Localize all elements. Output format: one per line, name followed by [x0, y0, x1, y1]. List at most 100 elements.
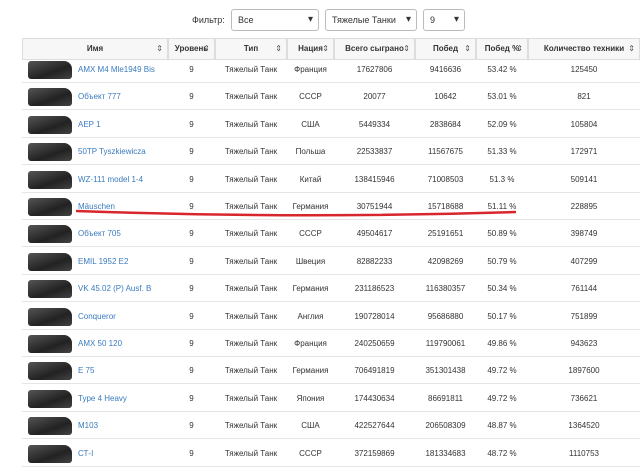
- table-cell: 50.79 %: [476, 248, 528, 275]
- tank-link[interactable]: Type 4 Heavy: [22, 385, 168, 412]
- table-cell: 105804: [528, 111, 640, 138]
- column-header[interactable]: Количество техники: [528, 38, 640, 60]
- table-cell: 82882233: [334, 248, 415, 275]
- table-cell: 25191651: [415, 220, 476, 248]
- table-cell: 9: [168, 248, 215, 275]
- table-cell: Тяжелый Танк: [215, 111, 287, 138]
- table-cell: 190728014: [334, 303, 415, 330]
- table-cell: Польша: [287, 138, 334, 166]
- column-header[interactable]: Побед: [415, 38, 476, 60]
- table-cell: 95686880: [415, 303, 476, 330]
- table-cell: 1110753: [528, 440, 640, 467]
- table-cell: 9: [168, 303, 215, 330]
- tank-link[interactable]: Объект 705: [22, 220, 168, 248]
- filter-select[interactable]: 9: [423, 9, 465, 31]
- table-cell: Тяжелый Танк: [215, 357, 287, 385]
- table-cell: 49.72 %: [476, 357, 528, 385]
- table-cell: 86691811: [415, 385, 476, 412]
- table-cell: Франция: [287, 330, 334, 357]
- tank-link[interactable]: AMX 50 120: [22, 330, 168, 357]
- table-cell: 116380357: [415, 275, 476, 303]
- table-cell: 71008503: [415, 166, 476, 193]
- tank-icon: [28, 307, 72, 326]
- tank-icon: [28, 335, 72, 353]
- tank-icon: [28, 198, 72, 216]
- table-cell: 51.11 %: [476, 193, 528, 220]
- table-cell: 49.72 %: [476, 385, 528, 412]
- table-cell: Германия: [287, 357, 334, 385]
- table-cell: 9: [168, 83, 215, 111]
- table-cell: СССР: [287, 220, 334, 248]
- column-header[interactable]: Уровень: [168, 38, 215, 60]
- tank-icon: [28, 225, 72, 244]
- table-cell: Тяжелый Танк: [215, 330, 287, 357]
- tank-icon: [28, 143, 72, 162]
- table-cell: 228895: [528, 193, 640, 220]
- table-cell: 172971: [528, 138, 640, 166]
- table-cell: 49504617: [334, 220, 415, 248]
- table-cell: 751899: [528, 303, 640, 330]
- table-cell: 9: [168, 111, 215, 138]
- table-cell: 125450: [528, 56, 640, 83]
- table-cell: 736621: [528, 385, 640, 412]
- table-cell: 20077: [334, 83, 415, 111]
- table-cell: Германия: [287, 193, 334, 220]
- table-cell: Тяжелый Танк: [215, 138, 287, 166]
- filter-select[interactable]: Тяжелые Танки: [325, 9, 417, 31]
- table-cell: 372159869: [334, 440, 415, 467]
- table-cell: 17627806: [334, 56, 415, 83]
- filter-select[interactable]: Все: [231, 9, 319, 31]
- column-header[interactable]: Всего сыграно: [334, 38, 415, 60]
- table-cell: Тяжелый Танк: [215, 303, 287, 330]
- table-cell: 206508309: [415, 412, 476, 440]
- table-cell: 50.17 %: [476, 303, 528, 330]
- table-cell: Тяжелый Танк: [215, 248, 287, 275]
- table-cell: 9: [168, 56, 215, 83]
- table-cell: 53.42 %: [476, 56, 528, 83]
- table-cell: 174430634: [334, 385, 415, 412]
- table-cell: Тяжелый Танк: [215, 220, 287, 248]
- tank-link[interactable]: AEP 1: [22, 111, 168, 138]
- table-cell: 48.87 %: [476, 412, 528, 440]
- table-cell: 240250659: [334, 330, 415, 357]
- column-header[interactable]: Имя: [22, 38, 168, 60]
- table-cell: 49.86 %: [476, 330, 528, 357]
- table-cell: США: [287, 111, 334, 138]
- tank-link[interactable]: AMX M4 Mle1949 Bis: [22, 56, 168, 83]
- tank-link[interactable]: СТ-I: [22, 440, 168, 467]
- table-cell: Китай: [287, 166, 334, 193]
- tank-link[interactable]: Conqueror: [22, 303, 168, 330]
- tank-link[interactable]: 50TP Tyszkiewicza: [22, 138, 168, 166]
- table-cell: 422527644: [334, 412, 415, 440]
- tank-link[interactable]: M103: [22, 412, 168, 440]
- table-cell: 138415946: [334, 166, 415, 193]
- tank-link[interactable]: Mäuschen: [22, 193, 168, 220]
- filter-label: Фильтр:: [192, 15, 225, 25]
- table-cell: 50.89 %: [476, 220, 528, 248]
- tank-link[interactable]: EMIL 1952 E2: [22, 248, 168, 275]
- table-cell: 706491819: [334, 357, 415, 385]
- table-cell: Тяжелый Танк: [215, 440, 287, 467]
- table-cell: 50.34 %: [476, 275, 528, 303]
- table-cell: Швеция: [287, 248, 334, 275]
- tank-link[interactable]: VK 45.02 (P) Ausf. B: [22, 275, 168, 303]
- column-header[interactable]: Нация: [287, 38, 334, 60]
- tank-link[interactable]: WZ-111 model 1-4: [22, 166, 168, 193]
- table-cell: 5449334: [334, 111, 415, 138]
- table-cell: 48.72 %: [476, 440, 528, 467]
- tank-icon: [28, 444, 72, 463]
- tank-icon: [28, 88, 72, 107]
- column-header[interactable]: Тип: [215, 38, 287, 60]
- tank-link[interactable]: E 75: [22, 357, 168, 385]
- tank-link[interactable]: Объект 777: [22, 83, 168, 111]
- table-cell: 30751944: [334, 193, 415, 220]
- table-cell: 1897600: [528, 357, 640, 385]
- table-cell: 509141: [528, 166, 640, 193]
- table-cell: СССР: [287, 83, 334, 111]
- table-cell: 1364520: [528, 412, 640, 440]
- table-cell: 42098269: [415, 248, 476, 275]
- column-header[interactable]: Побед %: [476, 38, 528, 60]
- table-cell: Тяжелый Танк: [215, 83, 287, 111]
- table-cell: Тяжелый Танк: [215, 166, 287, 193]
- table-cell: 10642: [415, 83, 476, 111]
